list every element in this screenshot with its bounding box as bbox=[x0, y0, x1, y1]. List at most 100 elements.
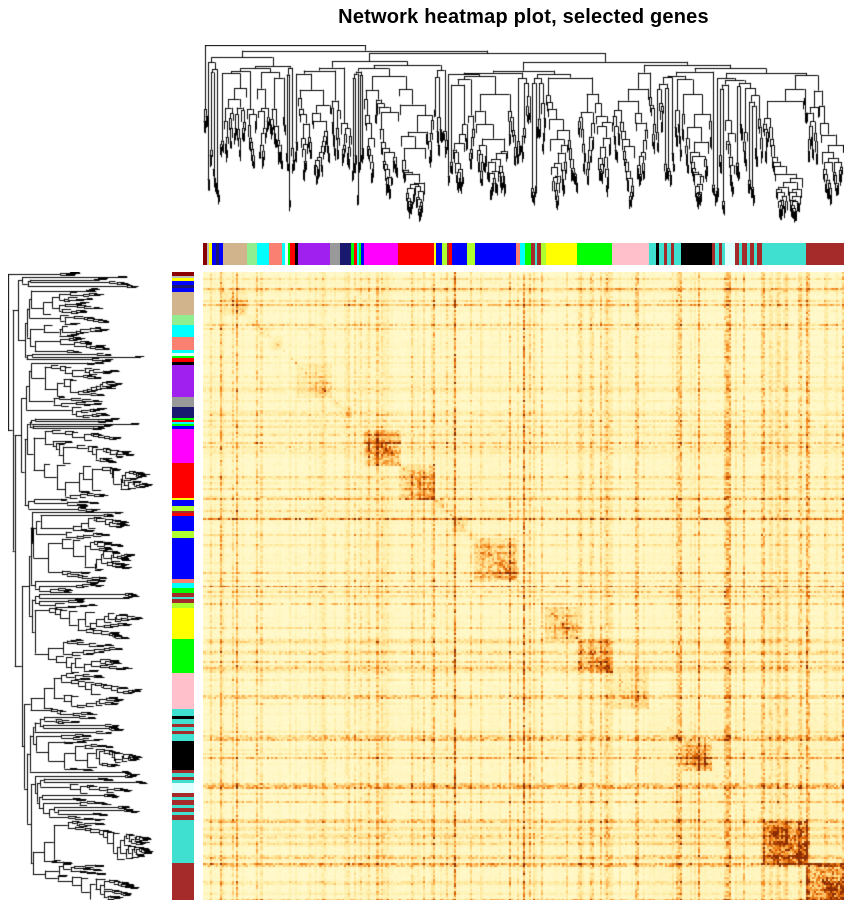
module-color-segment-turquoise bbox=[172, 733, 194, 741]
module-color-segment-turquoise bbox=[648, 243, 656, 265]
module-color-segment-greenyellow bbox=[172, 602, 194, 608]
module-color-segment-grey bbox=[207, 243, 210, 265]
module-color-segment-turquoise bbox=[172, 812, 194, 816]
module-color-segment-greenyellow bbox=[467, 243, 475, 265]
module-color-segment-cyan bbox=[172, 324, 194, 337]
module-color-segment-salmon bbox=[516, 243, 521, 265]
module-color-segment-turquoise bbox=[673, 243, 682, 265]
module-color-segment-midnightblue bbox=[340, 243, 352, 265]
module-color-segment-cyan bbox=[172, 349, 194, 353]
module-color-segment-blue bbox=[474, 243, 517, 265]
module-color-segment-brown bbox=[172, 777, 194, 781]
module-color-segment-blue bbox=[172, 538, 194, 580]
module-color-segment-brown bbox=[447, 243, 450, 265]
module-color-segment-blue bbox=[435, 243, 443, 265]
module-color-segment-green bbox=[172, 355, 194, 358]
module-color-segment-green bbox=[358, 243, 361, 265]
module-color-segment-green bbox=[172, 424, 194, 427]
left-module-color-bar bbox=[172, 272, 194, 900]
module-color-segment-blue bbox=[172, 500, 194, 507]
module-color-segment-greenyellow bbox=[442, 243, 448, 265]
module-color-segment-red bbox=[172, 463, 194, 499]
module-color-segment-black bbox=[655, 243, 659, 265]
module-color-segment-brown bbox=[711, 243, 715, 265]
module-color-segment-lightcyan bbox=[724, 243, 736, 265]
module-color-segment-red bbox=[353, 243, 357, 265]
module-color-segment-brown bbox=[172, 730, 194, 734]
module-color-segment-green bbox=[172, 587, 194, 593]
module-color-segment-darkred bbox=[203, 243, 208, 265]
module-color-segment-turquoise bbox=[658, 243, 664, 265]
module-color-segment-green bbox=[172, 638, 194, 673]
module-color-segment-brown bbox=[172, 770, 194, 774]
module-color-segment-blue bbox=[219, 243, 224, 265]
module-color-segment-greenyellow bbox=[540, 243, 546, 265]
module-color-segment-turquoise bbox=[172, 797, 194, 801]
module-color-segment-brown bbox=[806, 243, 844, 265]
module-color-segment-yellow bbox=[545, 243, 578, 265]
tom-heatmap bbox=[203, 272, 844, 900]
module-color-segment-turquoise bbox=[754, 243, 758, 265]
module-color-segment-brown bbox=[172, 723, 194, 727]
module-color-segment-cyan bbox=[172, 583, 194, 588]
module-color-segment-turquoise bbox=[172, 805, 194, 809]
left-dendrogram bbox=[8, 272, 166, 900]
module-color-segment-brown bbox=[536, 243, 541, 265]
module-color-segment-darkred bbox=[172, 272, 194, 276]
module-color-segment-greenyellow bbox=[172, 531, 194, 539]
module-color-segment-salmon bbox=[172, 336, 194, 350]
module-color-segment-lightcyan bbox=[172, 783, 194, 794]
module-color-segment-cyan bbox=[172, 422, 194, 425]
module-color-segment-green bbox=[577, 243, 612, 265]
module-color-segment-yellow bbox=[172, 607, 194, 639]
module-color-segment-red bbox=[172, 357, 194, 362]
module-color-segment-blue bbox=[212, 243, 217, 265]
module-color-segment-blue bbox=[172, 280, 194, 285]
module-color-segment-turquoise bbox=[714, 243, 719, 265]
module-color-segment-pink bbox=[611, 243, 649, 265]
plot-title: Network heatmap plot, selected genes bbox=[338, 6, 709, 28]
module-color-segment-brown bbox=[172, 592, 194, 597]
module-color-segment-black bbox=[172, 740, 194, 771]
module-color-segment-turquoise bbox=[172, 820, 194, 864]
module-color-segment-brown bbox=[172, 511, 194, 514]
module-color-segment-blue bbox=[360, 243, 364, 265]
module-color-segment-green bbox=[525, 243, 531, 265]
module-color-segment-yellow bbox=[172, 498, 194, 501]
module-color-segment-grey60 bbox=[330, 243, 341, 265]
module-color-segment-turquoise bbox=[666, 243, 671, 265]
top-module-color-bar bbox=[203, 243, 844, 265]
module-color-segment-green bbox=[172, 417, 194, 420]
module-color-segment-purple bbox=[297, 243, 331, 265]
module-color-segment-turquoise bbox=[721, 243, 725, 265]
module-color-segment-greenyellow bbox=[172, 506, 194, 512]
module-color-segment-turquoise bbox=[172, 780, 194, 784]
module-color-segment-brown bbox=[735, 243, 740, 265]
module-color-segment-turquoise bbox=[739, 243, 743, 265]
module-color-segment-grey60 bbox=[172, 396, 194, 407]
module-color-segment-magenta bbox=[172, 429, 194, 464]
module-color-segment-green bbox=[351, 243, 354, 265]
module-color-segment-brown bbox=[750, 243, 755, 265]
module-color-segment-black bbox=[172, 361, 194, 365]
module-color-segment-lightcyan bbox=[285, 243, 289, 265]
module-color-segment-turquoise bbox=[172, 708, 194, 716]
module-color-segment-magenta bbox=[363, 243, 399, 265]
module-color-segment-cyan bbox=[256, 243, 270, 265]
module-color-segment-yellow bbox=[172, 277, 194, 281]
top-dendrogram bbox=[203, 45, 844, 238]
module-color-segment-red bbox=[172, 513, 194, 517]
module-color-segment-brown bbox=[172, 863, 194, 900]
module-color-segment-green bbox=[288, 243, 291, 265]
module-color-segment-midnightblue bbox=[216, 243, 220, 265]
module-color-segment-cyan bbox=[356, 243, 359, 265]
module-color-segment-tan bbox=[172, 291, 194, 315]
module-color-segment-yellow bbox=[433, 243, 436, 265]
module-color-segment-turquoise bbox=[534, 243, 537, 265]
module-color-segment-brown bbox=[172, 598, 194, 603]
module-color-segment-brown bbox=[172, 800, 194, 806]
module-color-segment-turquoise bbox=[762, 243, 807, 265]
module-color-segment-red bbox=[398, 243, 434, 265]
module-color-segment-pink bbox=[172, 672, 194, 709]
